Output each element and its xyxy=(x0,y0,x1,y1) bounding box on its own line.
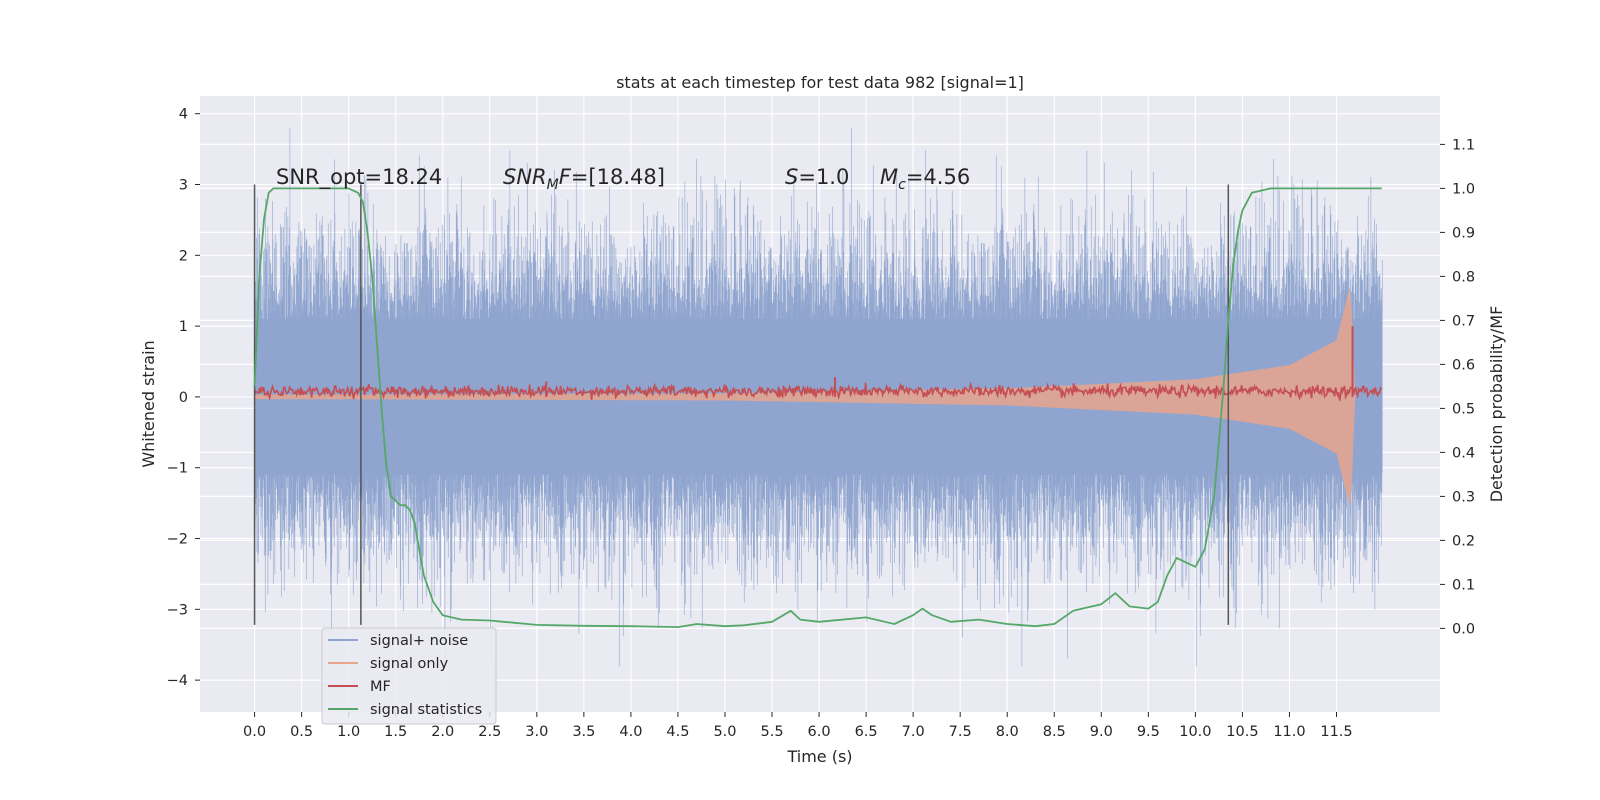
x-tick-label: 7.5 xyxy=(949,724,972,740)
annotation-snr-mf-rest: =[18.48] xyxy=(571,165,665,189)
x-tick-label: 5.5 xyxy=(760,724,783,740)
x-tick-label: 9.5 xyxy=(1137,724,1160,740)
y-axis-label-right: Detection probability/MF xyxy=(1487,306,1506,503)
y-right-tick-label: 0.8 xyxy=(1452,269,1475,285)
y-right-tick-label: 0.4 xyxy=(1452,445,1475,461)
x-tick-label: 3.0 xyxy=(525,724,548,740)
signal-only-series xyxy=(254,287,1356,507)
x-tick-label: 9.0 xyxy=(1090,724,1113,740)
x-tick-label: 10.0 xyxy=(1179,724,1211,740)
annotation-mc-rest: =4.56 xyxy=(906,165,970,189)
y-left-tick-label: 1 xyxy=(179,319,188,335)
annotation-mc-main: M xyxy=(880,165,898,189)
x-tick-label: 11.0 xyxy=(1273,724,1305,740)
x-tick-label: 2.5 xyxy=(478,724,501,740)
y-right-tick-label: 1.0 xyxy=(1452,181,1475,197)
signal-statistics-series xyxy=(253,187,1382,628)
annotation-snr-opt: SNR_opt=18.24 xyxy=(276,165,442,190)
x-tick-label: 6.5 xyxy=(855,724,878,740)
legend-label-signal-noise: signal+ noise xyxy=(370,633,468,649)
legend: signal+ noise signal only MF signal stat… xyxy=(321,627,497,725)
mf-trace xyxy=(253,381,1383,401)
annotation-s: S=1.0 xyxy=(785,165,849,189)
y-ticks-left: −4 −3 −2 −1 0 1 2 3 4 xyxy=(167,107,200,689)
x-tick-label: 0.0 xyxy=(243,724,266,740)
y-right-tick-label: 1.1 xyxy=(1452,137,1475,153)
mf-series xyxy=(253,326,1383,401)
y-right-tick-label: 0.7 xyxy=(1452,313,1475,329)
y-right-tick-label: 0.0 xyxy=(1452,621,1475,637)
legend-label-signal-only: signal only xyxy=(370,656,449,672)
y-left-tick-label: −4 xyxy=(167,673,188,689)
signal-only-envelope xyxy=(254,287,1356,507)
annotation-s-rest: =1.0 xyxy=(798,165,849,189)
legend-label-signal-statistics: signal statistics xyxy=(370,702,482,718)
x-tick-label: 7.0 xyxy=(902,724,925,740)
y-ticks-right: 0.0 0.1 0.2 0.3 0.4 0.5 0.6 0.7 0.8 0.9 1.0 1.1 xyxy=(1440,137,1475,637)
x-tick-label: 8.0 xyxy=(996,724,1019,740)
annotation-snr-mf-sub: M xyxy=(547,177,559,193)
annotation-snr-mf-main: SNR xyxy=(503,165,547,189)
signal-statistics-line xyxy=(253,187,1382,628)
y-right-tick-label: 0.2 xyxy=(1452,533,1475,549)
x-tick-label: 4.5 xyxy=(666,724,689,740)
y-left-tick-label: −1 xyxy=(167,461,188,477)
y-right-tick-label: 0.5 xyxy=(1452,401,1475,417)
y-left-tick-label: −3 xyxy=(167,602,188,618)
x-tick-label: 10.5 xyxy=(1226,724,1258,740)
annotation-snr-mf: SNRMF=[18.48] xyxy=(503,165,665,193)
y-right-tick-label: 0.6 xyxy=(1452,357,1475,373)
x-tick-label: 0.5 xyxy=(290,724,313,740)
y-left-tick-label: 0 xyxy=(179,390,188,406)
x-tick-label: 8.5 xyxy=(1043,724,1066,740)
y-left-tick-label: −2 xyxy=(167,532,188,548)
legend-label-mf: MF xyxy=(370,679,391,695)
annotation-mc-sub: c xyxy=(898,177,906,193)
annotation-s-main: S xyxy=(785,165,798,189)
legend-box xyxy=(321,627,497,725)
x-axis-label: Time (s) xyxy=(786,747,852,766)
x-tick-label: 1.0 xyxy=(337,724,360,740)
y-right-tick-label: 0.3 xyxy=(1452,489,1475,505)
x-ticks: 0.0 0.5 1.0 1.5 2.0 2.5 3.0 3.5 4.0 4.5 5.0 5.5 6.0 6… xyxy=(243,712,1353,740)
x-tick-label: 11.5 xyxy=(1320,724,1352,740)
x-tick-label: 6.0 xyxy=(808,724,831,740)
y-axis-label-left: Whitened strain xyxy=(139,340,158,467)
y-left-tick-label: 4 xyxy=(179,107,188,123)
y-right-tick-label: 0.9 xyxy=(1452,225,1475,241)
y-right-tick-label: 0.1 xyxy=(1452,577,1475,593)
x-tick-label: 5.0 xyxy=(713,724,736,740)
annotation-snr-mf-rest-italic: F xyxy=(559,165,572,189)
annotation-mc: Mc=4.56 xyxy=(880,165,970,193)
y-left-tick-label: 3 xyxy=(179,178,188,194)
x-tick-label: 4.0 xyxy=(619,724,642,740)
x-tick-label: 1.5 xyxy=(384,724,407,740)
x-tick-label: 2.0 xyxy=(431,724,454,740)
chart-title: stats at each timestep for test data 982… xyxy=(616,73,1024,92)
vertical-markers xyxy=(253,184,1230,625)
x-tick-label: 3.5 xyxy=(572,724,595,740)
y-left-tick-label: 2 xyxy=(179,248,188,264)
